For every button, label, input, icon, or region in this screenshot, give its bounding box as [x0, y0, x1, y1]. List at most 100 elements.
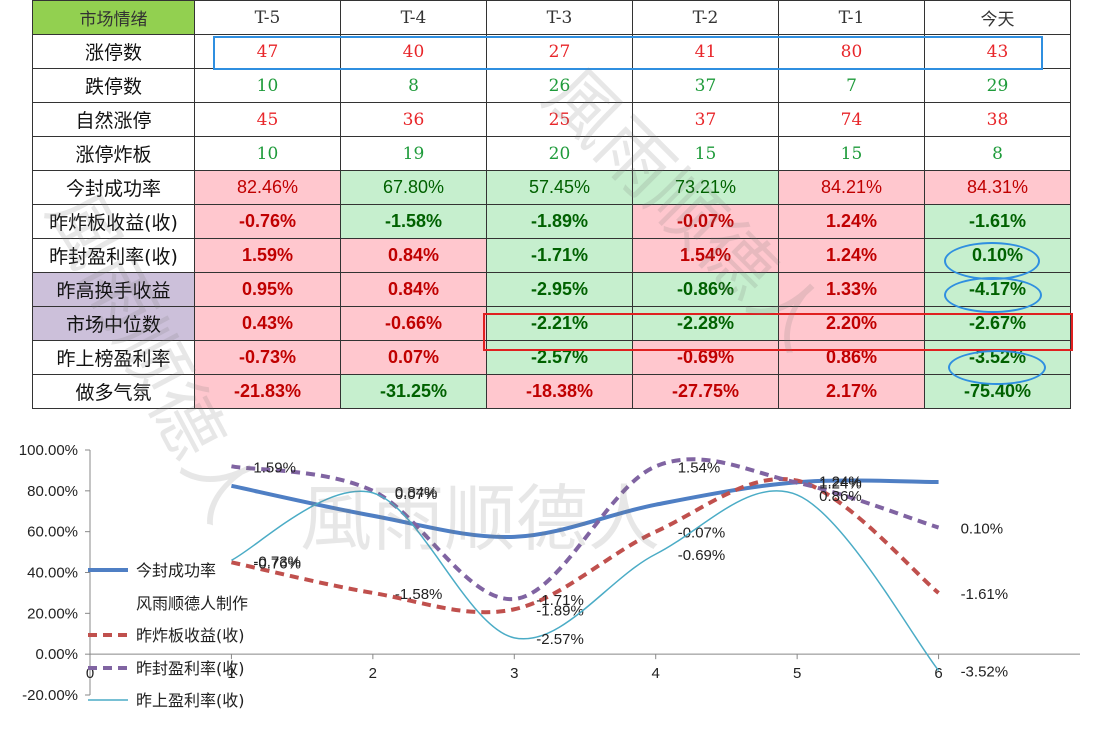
table-cell: 37 [632, 68, 779, 103]
table-cell: -1.58% [340, 204, 487, 239]
table-row: 自然涨停 45 36 25 37 74 38 [32, 102, 1071, 137]
table-cell: 0.43% [194, 306, 341, 341]
table-cell: -31.25% [340, 374, 487, 409]
data-label: 0.10% [961, 521, 1004, 538]
row-label: 自然涨停 [32, 102, 195, 137]
table-cell: 26 [486, 68, 633, 103]
row-label: 昨高换手收益 [32, 272, 195, 307]
data-label: -1.58% [395, 586, 443, 603]
table-cell: -2.28% [632, 306, 779, 341]
table-cell: 0.95% [194, 272, 341, 307]
table-cell: -21.83% [194, 374, 341, 409]
y-tick-label: -20.00% [22, 687, 78, 704]
table-row: 做多气氛 -21.83% -31.25% -18.38% -27.75% 2.17% -75… [32, 374, 1071, 409]
table-row: 昨封盈利率(收) 1.59% 0.84% -1.71% 1.54% 1.24% 0.10% [32, 238, 1071, 273]
table-cell: 82.46% [194, 170, 341, 205]
table-column-header: T-2 [632, 0, 779, 35]
table-cell: 74 [778, 102, 925, 137]
table-cell: 1.54% [632, 238, 779, 273]
x-tick-label: 3 [510, 665, 518, 682]
table-cell: 15 [632, 136, 779, 171]
table-column-header: T-5 [194, 0, 341, 35]
market-sentiment-table: 市场情绪 T-5 T-4 T-3 T-2 T-1 今天 涨停数 47 40 27 41 80 43 跌停数 1… [32, 0, 1071, 409]
table-cell: -0.69% [632, 340, 779, 375]
table-column-header: 今天 [924, 0, 1071, 35]
table-cell: -0.86% [632, 272, 779, 307]
row-label: 市场中位数 [32, 306, 195, 341]
table-row: 涨停数 47 40 27 41 80 43 [32, 34, 1071, 69]
table-cell: 41 [632, 34, 779, 69]
table-cell: -0.76% [194, 204, 341, 239]
y-tick-label: 0.00% [35, 646, 78, 663]
series-line [231, 457, 940, 602]
table-column-header: T-3 [486, 0, 633, 35]
series-line [231, 477, 940, 615]
table-cell: -18.38% [486, 374, 633, 409]
table-cell: 2.20% [778, 306, 925, 341]
table-row: 市场中位数 0.43% -0.66% -2.21% -2.28% 2.20% -2.67% [32, 306, 1071, 341]
data-label: -3.52% [961, 664, 1009, 681]
data-label: 1.54% [678, 459, 721, 476]
data-label: -1.71% [536, 592, 584, 609]
table-corner-header: 市场情绪 [32, 0, 195, 35]
table-row: 昨上榜盈利率 -0.73% 0.07% -2.57% -0.69% 0.86% -3.52% [32, 340, 1071, 375]
table-row: 今封成功率 82.46% 67.80% 57.45% 73.21% 84.21% 84.31… [32, 170, 1071, 205]
table-row: 跌停数 10 8 26 37 7 29 [32, 68, 1071, 103]
table-column-header: T-1 [778, 0, 925, 35]
y-tick-label: 20.00% [27, 605, 78, 622]
data-label: 0.84% [395, 484, 438, 501]
data-label: -2.57% [536, 631, 584, 648]
table-cell: -0.66% [340, 306, 487, 341]
table-cell: 0.86% [778, 340, 925, 375]
table-cell: -0.07% [632, 204, 779, 239]
table-cell: -1.71% [486, 238, 633, 273]
table-cell: -1.89% [486, 204, 633, 239]
row-label: 跌停数 [32, 68, 195, 103]
table-cell: -3.52% [924, 340, 1071, 375]
table-cell: 0.07% [340, 340, 487, 375]
table-cell: 19 [340, 136, 487, 171]
table-cell: 0.10% [924, 238, 1071, 273]
table-cell: 8 [924, 136, 1071, 171]
table-cell: 80 [778, 34, 925, 69]
table-cell: 8 [340, 68, 487, 103]
x-tick-label: 6 [934, 665, 942, 682]
table-cell: 36 [340, 102, 487, 137]
data-label: 0.86% [819, 488, 862, 505]
table-cell: 10 [194, 136, 341, 171]
table-column-header: T-4 [340, 0, 487, 35]
table-cell: 27 [486, 34, 633, 69]
table-cell: 2.17% [778, 374, 925, 409]
row-label: 今封成功率 [32, 170, 195, 205]
data-label: 0.07% [395, 486, 438, 503]
legend-label: 昨封盈利率(收) [136, 659, 245, 678]
table-cell: -27.75% [632, 374, 779, 409]
table-cell: 10 [194, 68, 341, 103]
data-label: 1.59% [253, 459, 296, 476]
data-label: -1.61% [961, 586, 1009, 603]
table-cell: 7 [778, 68, 925, 103]
table-cell: -1.61% [924, 204, 1071, 239]
table-cell: 1.33% [778, 272, 925, 307]
table-cell: -75.40% [924, 374, 1071, 409]
x-tick-label: 4 [652, 665, 660, 682]
table-cell: 0.84% [340, 238, 487, 273]
table-cell: 1.59% [194, 238, 341, 273]
legend-label: 今封成功率 [136, 561, 216, 580]
legend-note: 风雨顺德人制作 [136, 594, 248, 613]
table-cell: 20 [486, 136, 633, 171]
data-label: -0.07% [678, 525, 726, 542]
x-tick-label: 1 [227, 665, 235, 682]
x-tick-label: 2 [369, 665, 377, 682]
table-cell: -0.73% [194, 340, 341, 375]
table-cell: 25 [486, 102, 633, 137]
legend-label: 昨上盈利率(收) [136, 691, 245, 710]
table-cell: 1.24% [778, 238, 925, 273]
table-cell: -2.21% [486, 306, 633, 341]
data-label: -1.89% [536, 602, 584, 619]
table-cell: 1.24% [778, 204, 925, 239]
data-label: -0.69% [678, 547, 726, 564]
table-cell: 84.31% [924, 170, 1071, 205]
table-cell: 67.80% [340, 170, 487, 205]
table-header-row: 市场情绪 T-5 T-4 T-3 T-2 T-1 今天 [32, 0, 1071, 35]
